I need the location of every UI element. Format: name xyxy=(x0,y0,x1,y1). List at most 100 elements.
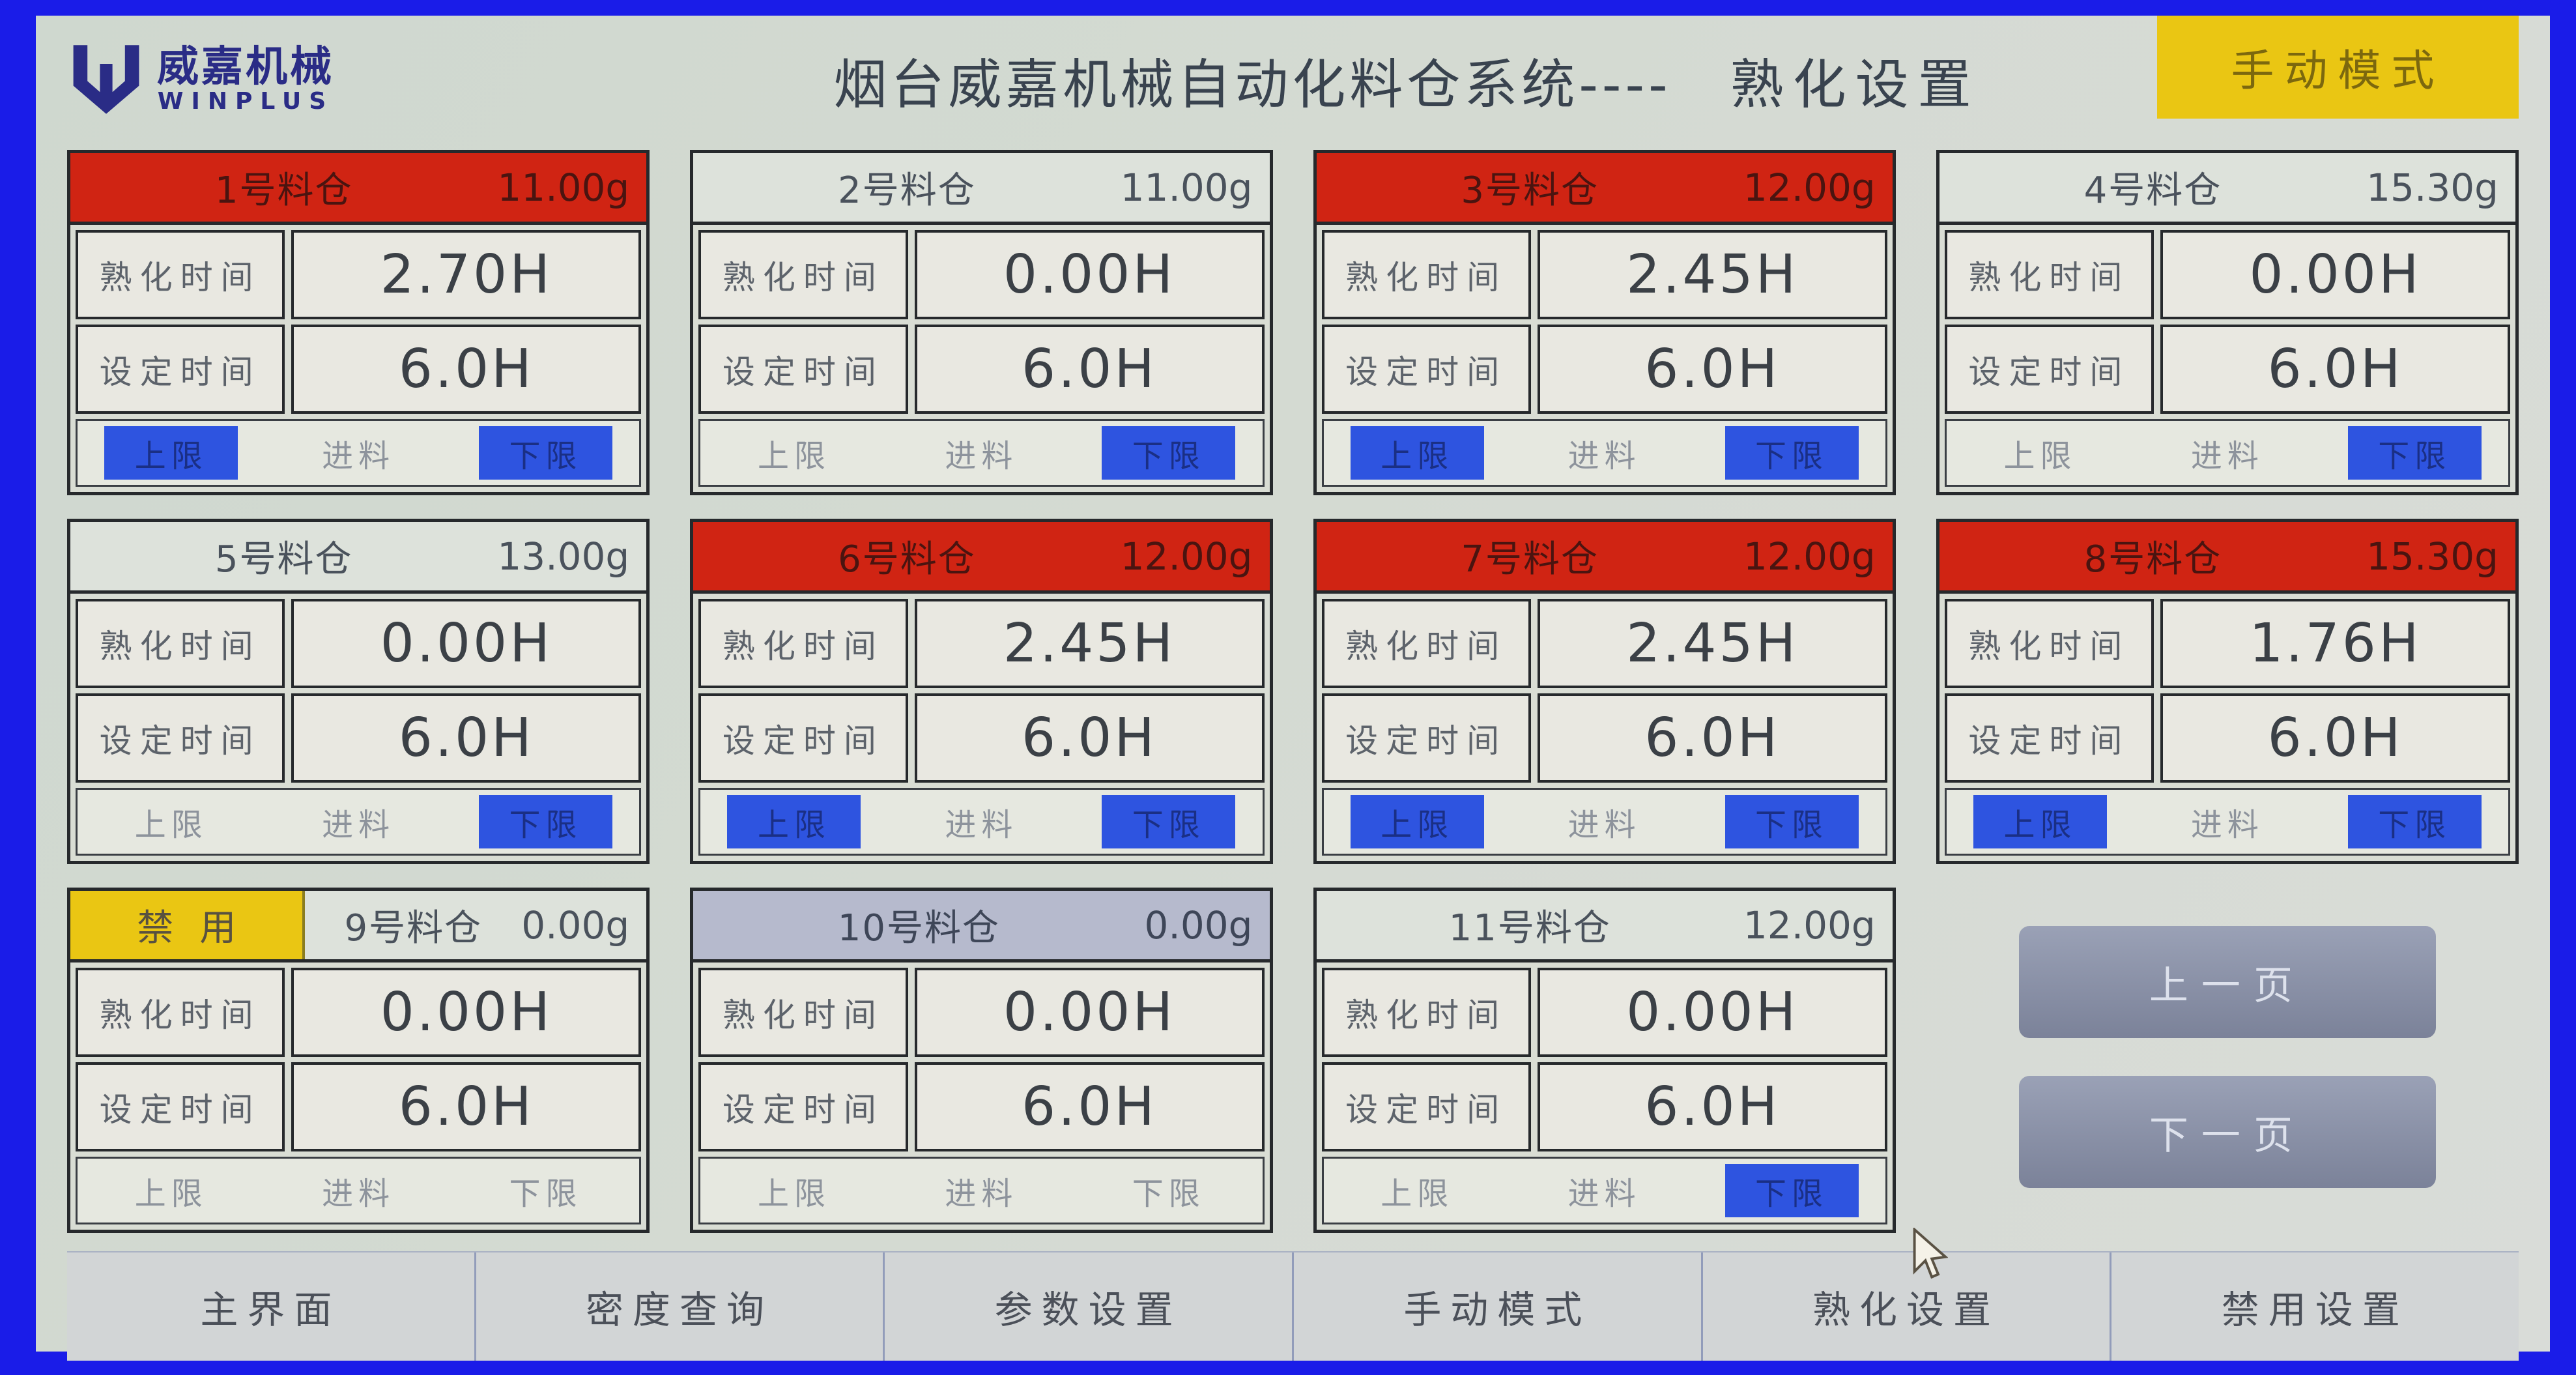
silo-panel-2: 2号料仓 11.00g 熟化时间 0.00H 设定时间 6.0H 上限 进料 下… xyxy=(690,150,1273,495)
lower-limit-indicator: 下限 xyxy=(1102,795,1236,848)
silo-header[interactable]: 2号料仓 11.00g xyxy=(693,153,1270,225)
silo-weight-value: 12.00g xyxy=(1120,534,1253,579)
set-time-value[interactable]: 6.0H xyxy=(1537,1062,1887,1151)
set-time-value[interactable]: 6.0H xyxy=(1537,693,1887,783)
silo-name: 7号料仓 xyxy=(1461,538,1599,581)
nav-button-6[interactable]: 禁用设置 xyxy=(2111,1252,2519,1361)
nav-button-3[interactable]: 参数设置 xyxy=(885,1252,1295,1361)
set-time-label: 设定时间 xyxy=(76,1062,285,1151)
set-time-row: 设定时间 6.0H xyxy=(1317,1057,1893,1151)
curing-time-value: 0.00H xyxy=(914,968,1265,1057)
next-page-button[interactable]: 下一页 xyxy=(2018,1076,2436,1188)
silo-weight-value: 0.00g xyxy=(521,903,630,948)
silo-header[interactable]: 5号料仓 13.00g xyxy=(70,522,647,594)
page-subtitle: 熟化设置 xyxy=(1730,53,1981,116)
curing-time-label: 熟化时间 xyxy=(698,230,908,319)
set-time-label: 设定时间 xyxy=(1321,325,1531,414)
manual-mode-status-button[interactable]: 手动模式 xyxy=(2157,16,2519,119)
page-title: 烟台威嘉机械自动化料仓系统---- 熟化设置 xyxy=(295,41,2519,119)
curing-time-row: 熟化时间 0.00H xyxy=(1317,962,1893,1057)
silo-header[interactable]: 3号料仓 12.00g xyxy=(1316,153,1893,225)
bottom-nav: 主界面 密度查询 参数设置 手动模式 熟化设置 禁用设置 xyxy=(67,1228,2519,1361)
silo-header[interactable]: 4号料仓 15.30g xyxy=(1939,153,2515,225)
lower-limit-indicator: 下限 xyxy=(479,426,613,480)
silo-name: 4号料仓 xyxy=(2083,169,2222,212)
curing-time-label: 熟化时间 xyxy=(1944,230,2154,319)
set-time-value[interactable]: 6.0H xyxy=(291,325,642,414)
nav-button-1[interactable]: 主界面 xyxy=(67,1252,476,1361)
feed-indicator: 进料 xyxy=(322,1176,395,1212)
feed-indicator: 进料 xyxy=(322,807,395,843)
prev-page-button[interactable]: 上一页 xyxy=(2018,926,2436,1038)
curing-time-row: 熟化时间 1.76H xyxy=(1939,594,2515,688)
curing-time-value: 2.45H xyxy=(1537,230,1887,319)
silo-name: 1号料仓 xyxy=(214,169,353,212)
silo-header[interactable]: 禁用 9号料仓 0.00g xyxy=(70,891,647,962)
silo-weight-value: 15.30g xyxy=(2366,165,2498,210)
silo-panel-7: 7号料仓 12.00g 熟化时间 2.45H 设定时间 6.0H 上限 进料 下… xyxy=(1313,519,1896,864)
curing-time-value: 2.70H xyxy=(291,230,642,319)
silo-panel-5: 5号料仓 13.00g 熟化时间 0.00H 设定时间 6.0H 上限 进料 下… xyxy=(67,519,650,864)
nav-button-2[interactable]: 密度查询 xyxy=(476,1252,885,1361)
lower-limit-indicator: 下限 xyxy=(2347,795,2482,848)
silo-header[interactable]: 10号料仓 0.00g xyxy=(693,891,1270,962)
set-time-value[interactable]: 6.0H xyxy=(291,693,642,783)
set-time-label: 设定时间 xyxy=(76,693,285,783)
silo-weight-value: 12.00g xyxy=(1743,903,1876,948)
set-time-value[interactable]: 6.0H xyxy=(1537,325,1887,414)
lower-limit-indicator: 下限 xyxy=(1132,1176,1205,1212)
upper-limit-indicator: 上限 xyxy=(134,807,208,843)
indicator-strip: 上限 进料 下限 xyxy=(76,1157,642,1224)
silo-weight-value: 12.00g xyxy=(1743,165,1876,210)
silo-weight-value: 0.00g xyxy=(1144,903,1253,948)
silo-name: 10号料仓 xyxy=(837,907,1001,949)
upper-limit-indicator: 上限 xyxy=(757,438,831,474)
curing-time-row: 熟化时间 0.00H xyxy=(70,594,646,688)
silo-header[interactable]: 7号料仓 12.00g xyxy=(1316,522,1893,594)
curing-time-label: 熟化时间 xyxy=(698,599,908,688)
curing-time-row: 熟化时间 0.00H xyxy=(693,962,1269,1057)
silo-panel-4: 4号料仓 15.30g 熟化时间 0.00H 设定时间 6.0H 上限 进料 下… xyxy=(1936,150,2519,495)
feed-indicator: 进料 xyxy=(2190,807,2264,843)
silo-name: 11号料仓 xyxy=(1448,907,1611,949)
indicator-strip: 上限 进料 下限 xyxy=(1944,419,2510,487)
curing-time-label: 熟化时间 xyxy=(76,599,285,688)
curing-time-row: 熟化时间 0.00H xyxy=(693,225,1269,319)
set-time-row: 设定时间 6.0H xyxy=(1317,688,1893,783)
feed-indicator: 进料 xyxy=(945,438,1018,474)
set-time-row: 设定时间 6.0H xyxy=(70,1057,646,1151)
silo-header[interactable]: 8号料仓 15.30g xyxy=(1939,522,2515,594)
lower-limit-indicator: 下限 xyxy=(1724,1164,1859,1217)
silo-disabled-badge: 禁用 xyxy=(70,891,306,959)
set-time-value[interactable]: 6.0H xyxy=(914,1062,1265,1151)
silo-header[interactable]: 1号料仓 11.00g xyxy=(70,153,647,225)
silo-header[interactable]: 11号料仓 12.00g xyxy=(1316,891,1893,962)
silo-weight-value: 15.30g xyxy=(2366,534,2498,579)
curing-time-label: 熟化时间 xyxy=(1321,968,1531,1057)
indicator-strip: 上限 进料 下限 xyxy=(698,788,1265,856)
upper-limit-indicator: 上限 xyxy=(1350,795,1484,848)
upper-limit-indicator: 上限 xyxy=(727,795,861,848)
feed-indicator: 进料 xyxy=(1567,1176,1641,1212)
set-time-label: 设定时间 xyxy=(1321,693,1531,783)
nav-button-4[interactable]: 手动模式 xyxy=(1294,1252,1703,1361)
upper-limit-indicator: 上限 xyxy=(1973,795,2107,848)
curing-time-value: 0.00H xyxy=(291,599,642,688)
feed-indicator: 进料 xyxy=(945,1176,1018,1212)
set-time-row: 设定时间 6.0H xyxy=(693,1057,1269,1151)
system-title: 烟台威嘉机械自动化料仓系统---- xyxy=(833,53,1672,116)
set-time-value[interactable]: 6.0H xyxy=(914,693,1265,783)
lower-limit-indicator: 下限 xyxy=(509,1176,582,1212)
set-time-value[interactable]: 6.0H xyxy=(291,1062,642,1151)
set-time-label: 设定时间 xyxy=(698,693,908,783)
indicator-strip: 上限 进料 下限 xyxy=(1944,788,2510,856)
nav-button-5[interactable]: 熟化设置 xyxy=(1703,1228,2112,1361)
set-time-value[interactable]: 6.0H xyxy=(2160,325,2510,414)
set-time-value[interactable]: 6.0H xyxy=(914,325,1265,414)
upper-limit-indicator: 上限 xyxy=(1350,426,1484,480)
set-time-row: 设定时间 6.0H xyxy=(1939,319,2515,414)
silo-header[interactable]: 6号料仓 12.00g xyxy=(693,522,1270,594)
set-time-value[interactable]: 6.0H xyxy=(2160,693,2510,783)
silo-panel-10: 10号料仓 0.00g 熟化时间 0.00H 设定时间 6.0H 上限 进料 下… xyxy=(690,888,1273,1233)
logo-text: 威嘉机械 WINPLUS xyxy=(157,45,334,114)
